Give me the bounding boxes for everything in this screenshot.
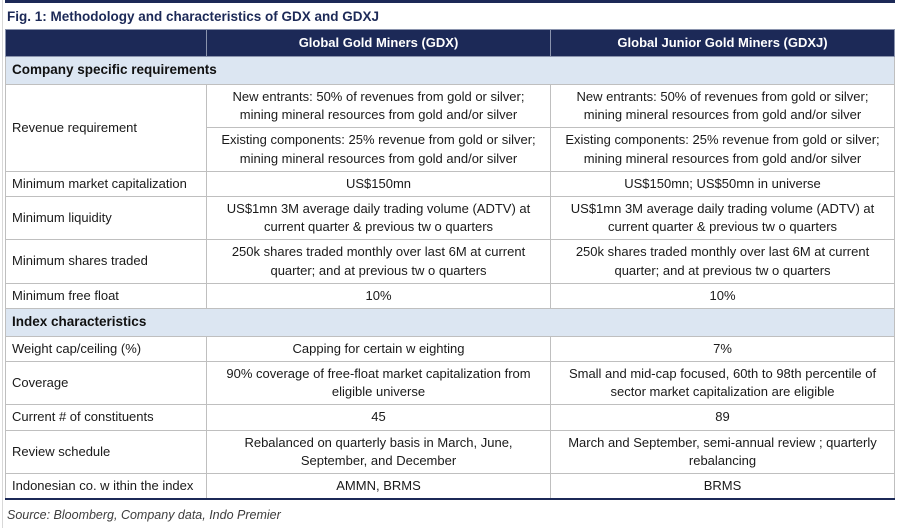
table-row: Minimum shares traded 250k shares traded … — [5, 239, 895, 284]
gdxj-value: US$1mn 3M average daily trading volume (… — [550, 196, 895, 241]
table-body: Company specific requirements Revenue req… — [5, 56, 895, 500]
section-header-label: Index characteristics — [5, 307, 895, 337]
row-label: Revenue requirement — [5, 84, 207, 172]
gdxj-value: BRMS — [550, 472, 895, 500]
gdx-value: New entrants: 50% of revenues from gold … — [206, 84, 551, 129]
row-label: Weight cap/ceiling (%) — [5, 335, 207, 363]
section-header-row: Index characteristics — [5, 307, 895, 337]
row-label: Minimum free float — [5, 282, 207, 309]
table-row: Weight cap/ceiling (%) Capping for certai… — [5, 335, 895, 363]
row-label: Minimum liquidity — [5, 196, 207, 241]
gdx-value: 90% coverage of free-float market capita… — [206, 361, 551, 406]
gdxj-value: 10% — [550, 282, 895, 309]
table-header: Global Gold Miners (GDX) Global Junior G… — [5, 28, 895, 58]
gdx-value: US$1mn 3M average daily trading volume (… — [206, 196, 551, 241]
header-gdxj: Global Junior Gold Miners (GDXJ) — [550, 28, 895, 58]
row-label: Review schedule — [5, 429, 207, 474]
gdxj-value: 89 — [550, 404, 895, 431]
header-empty-cell — [5, 28, 207, 58]
source-note: Source: Bloomberg, Company data, Indo Pr… — [7, 508, 281, 523]
gdx-value: US$150mn — [206, 170, 551, 198]
gdxj-value: US$150mn; US$50mn in universe — [550, 170, 895, 198]
row-label: Indonesian co. w ithin the index — [5, 472, 207, 500]
table-row: Minimum liquidity US$1mn 3M average daily… — [5, 196, 895, 241]
gdxj-value: New entrants: 50% of revenues from gold … — [550, 84, 895, 129]
row-label: Current # of constituents — [5, 404, 207, 431]
methodology-table: Global Gold Miners (GDX) Global Junior G… — [5, 28, 895, 501]
gdx-value: 10% — [206, 282, 551, 309]
gdx-value: Capping for certain w eighting — [206, 335, 551, 363]
section-header-label: Company specific requirements — [5, 56, 895, 86]
row-label: Minimum shares traded — [5, 239, 207, 284]
gdx-value: Existing components: 25% revenue from go… — [206, 127, 551, 172]
figure-title: Fig. 1: Methodology and characteristics … — [5, 0, 895, 29]
table-header-row: Global Gold Miners (GDX) Global Junior G… — [5, 28, 895, 58]
gdx-value: 250k shares traded monthly over last 6M … — [206, 239, 551, 284]
gdx-value: Rebalanced on quarterly basis in March, … — [206, 429, 551, 474]
gdxj-value: Small and mid-cap focused, 60th to 98th … — [550, 361, 895, 406]
row-label: Minimum market capitalization — [5, 170, 207, 198]
gdx-value: 45 — [206, 404, 551, 431]
table-row: Review schedule Rebalanced on quarterly b… — [5, 429, 895, 474]
table-row: Coverage 90% coverage of free-float marke… — [5, 361, 895, 406]
row-label: Coverage — [5, 361, 207, 406]
table-row: Current # of constituents 45 89 — [5, 404, 895, 431]
table-row: Minimum free float 10% 10% — [5, 282, 895, 309]
gdx-value: AMMN, BRMS — [206, 472, 551, 500]
table-row: Existing components: 25% revenue from go… — [6, 127, 895, 172]
section-header-row: Company specific requirements — [5, 56, 895, 86]
gdxj-value: Existing components: 25% revenue from go… — [550, 127, 895, 172]
table-row: Minimum market capitalization US$150mn US$… — [5, 170, 895, 198]
table-row: Indonesian co. w ithin the index AMMN, BR… — [5, 472, 895, 500]
gdxj-value: 7% — [550, 335, 895, 363]
header-gdx: Global Gold Miners (GDX) — [206, 28, 551, 58]
gdxj-value: March and September, semi-annual review … — [550, 429, 895, 474]
gdxj-value: 250k shares traded monthly over last 6M … — [550, 239, 895, 284]
table-row: Revenue requirement New entrants: 50% of … — [5, 84, 895, 172]
